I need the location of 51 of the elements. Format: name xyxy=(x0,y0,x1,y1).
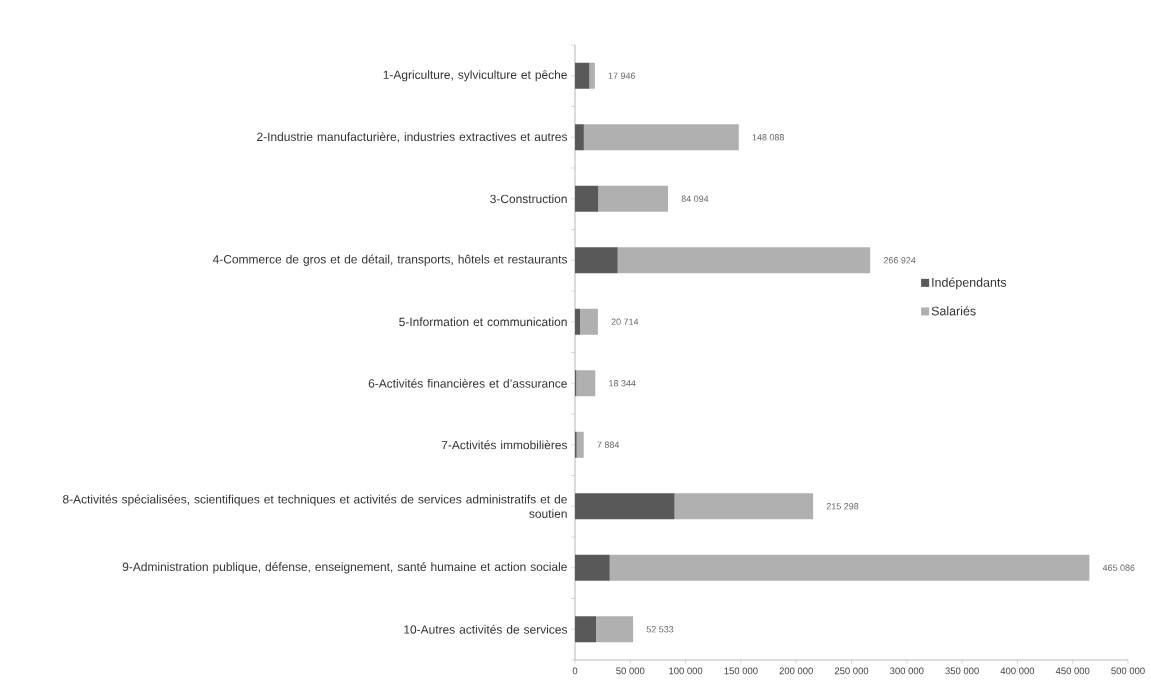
bar xyxy=(575,247,618,274)
x-tick-label: 150 000 xyxy=(724,667,758,675)
bar xyxy=(576,370,596,397)
bar xyxy=(576,431,584,458)
y-tick-label: 3-Construction xyxy=(490,194,567,204)
x-tick-label: 0 xyxy=(572,667,578,675)
legend-label: Salariés xyxy=(931,306,976,316)
total-label: 18 344 xyxy=(609,380,636,387)
bar xyxy=(598,185,669,212)
y-tick-label: 10-Autres activités de services xyxy=(404,624,568,634)
x-tick-label: 200 000 xyxy=(779,667,813,675)
x-tick-label: 400 000 xyxy=(1000,667,1035,675)
bar xyxy=(579,308,598,335)
y-tick-label: 8-Activités spécialisées, scientifiques et techniques et activités de services administratifs et de soutien xyxy=(63,494,567,518)
total-label: 17 946 xyxy=(608,72,636,79)
x-tick-label: 100 000 xyxy=(669,667,703,675)
y-tick-label: 7-Activités immobilières xyxy=(441,440,568,450)
x-tick-label: 250 000 xyxy=(834,667,869,675)
bar xyxy=(575,308,580,335)
total-label: 266 924 xyxy=(883,257,916,264)
bar xyxy=(674,493,814,520)
bar xyxy=(575,493,675,520)
bar xyxy=(575,554,610,581)
y-tick-label: 9-Administration publique, défense, enseignement, santé humaine et action sociale xyxy=(122,562,567,574)
total-label: 84 094 xyxy=(681,195,709,202)
y-tick-label: 4-Commerce de gros et de détail, transports, hôtels et restaurants xyxy=(212,254,567,266)
bar xyxy=(617,247,871,274)
y-tick-label: 5-Information et communication xyxy=(399,317,567,327)
x-tick-label: 450 000 xyxy=(1055,667,1090,675)
bar xyxy=(575,124,584,151)
total-label: 148 088 xyxy=(752,134,784,141)
total-label: 465 086 xyxy=(1102,564,1135,571)
bar xyxy=(575,616,597,643)
x-tick-label: 300 000 xyxy=(890,667,924,675)
y-tick-label: 1-Agriculture, sylviculture et pêche xyxy=(383,70,567,82)
bar xyxy=(575,185,599,212)
total-label: 7 884 xyxy=(597,441,620,448)
y-tick-label: 6-Activités financières et d’assurance xyxy=(368,378,567,388)
legend-label: Indépendants xyxy=(932,277,1007,290)
total-label: 215 298 xyxy=(826,503,859,510)
bar xyxy=(575,62,590,89)
bar xyxy=(589,62,595,89)
x-tick-label: 50 000 xyxy=(616,667,645,675)
x-tick-label: 350 000 xyxy=(945,667,979,675)
bar xyxy=(583,124,739,151)
total-label: 52 533 xyxy=(646,626,674,633)
y-tick-label: 2-Industrie manufacturière, industries extractives et autres xyxy=(257,132,568,143)
x-tick-label: 500 000 xyxy=(1111,667,1145,675)
bar xyxy=(609,554,1090,581)
bar xyxy=(596,616,634,643)
total-label: 20 714 xyxy=(611,318,639,325)
